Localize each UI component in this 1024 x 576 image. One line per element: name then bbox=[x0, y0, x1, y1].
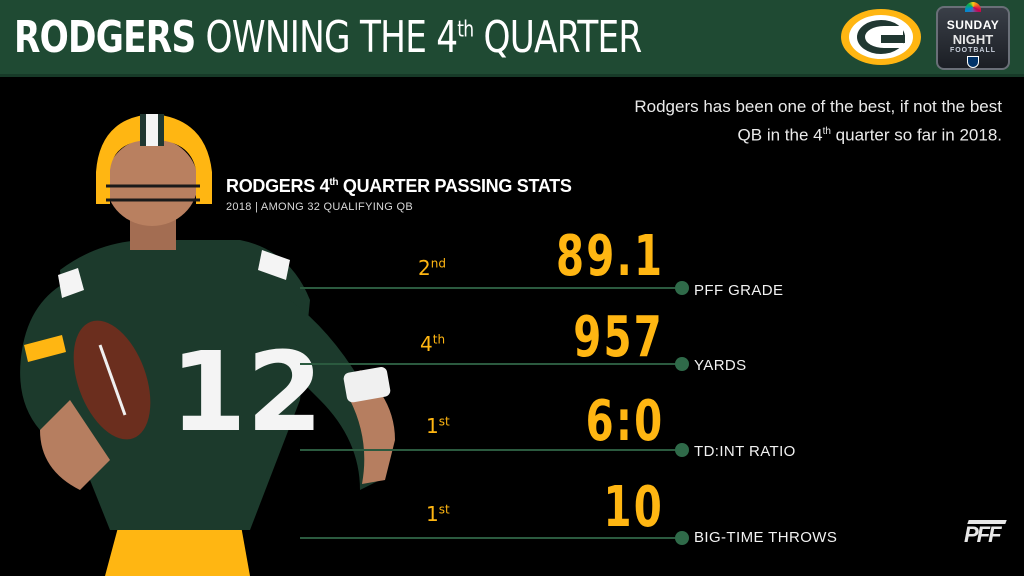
stat-label: PFF GRADE bbox=[694, 282, 784, 299]
summary-text: Rodgers has been one of the best, if not… bbox=[522, 94, 1002, 148]
row-divider bbox=[300, 287, 684, 289]
stat-value: 957 bbox=[573, 305, 664, 370]
peacock-icon bbox=[965, 2, 981, 12]
quarterback-photo-icon: 12 bbox=[20, 114, 395, 576]
header-bar: RODGERS OWNING THE 4th QUARTER SUNDAY NI… bbox=[0, 0, 1024, 77]
stats-title: RODGERS 4th QUARTER PASSING STATS bbox=[226, 176, 572, 196]
stats-subtitle: 2018 | AMONG 32 QUALIFYING QB bbox=[226, 201, 414, 213]
page-title: RODGERS OWNING THE 4th QUARTER bbox=[14, 12, 642, 64]
stat-value: 10 bbox=[603, 475, 664, 540]
snf-line-3: FOOTBALL bbox=[949, 47, 997, 54]
title-sup: th bbox=[457, 17, 474, 43]
row-divider bbox=[300, 449, 684, 451]
row-divider bbox=[300, 537, 684, 539]
stat-rank: 4th bbox=[420, 332, 446, 356]
row-marker-icon bbox=[675, 357, 689, 371]
row-marker-icon bbox=[675, 443, 689, 457]
stat-label: BIG-TIME THROWS bbox=[694, 529, 838, 546]
stat-label: TD:INT RATIO bbox=[694, 443, 796, 460]
snf-line-1: SUNDAY bbox=[946, 18, 1000, 32]
pff-logo-icon: PFF bbox=[964, 520, 1010, 558]
stat-value: 89.1 bbox=[555, 224, 664, 289]
packers-logo-icon bbox=[841, 9, 921, 65]
row-divider bbox=[300, 363, 684, 365]
stat-label: YARDS bbox=[694, 357, 747, 374]
title-bold: RODGERS bbox=[14, 12, 196, 63]
row-marker-icon bbox=[675, 531, 689, 545]
title-light-post: QUARTER bbox=[473, 12, 642, 63]
sunday-night-football-logo-icon: SUNDAY NIGHT FOOTBALL bbox=[936, 2, 1010, 70]
summary-line-1: Rodgers has been one of the best, if not… bbox=[634, 97, 1002, 116]
stat-rank: 2nd bbox=[418, 256, 446, 280]
row-marker-icon bbox=[675, 281, 689, 295]
snf-line-2: NIGHT bbox=[952, 32, 994, 47]
title-light: OWNING THE 4 bbox=[195, 12, 459, 63]
svg-text:12: 12 bbox=[170, 328, 323, 456]
stat-rank: 1st bbox=[426, 502, 450, 526]
stat-rank: 1st bbox=[426, 414, 450, 438]
stat-value: 6:0 bbox=[585, 389, 664, 454]
nfl-shield-icon bbox=[967, 56, 979, 68]
summary-line-2: QB in the 4th quarter so far in 2018. bbox=[737, 125, 1002, 145]
